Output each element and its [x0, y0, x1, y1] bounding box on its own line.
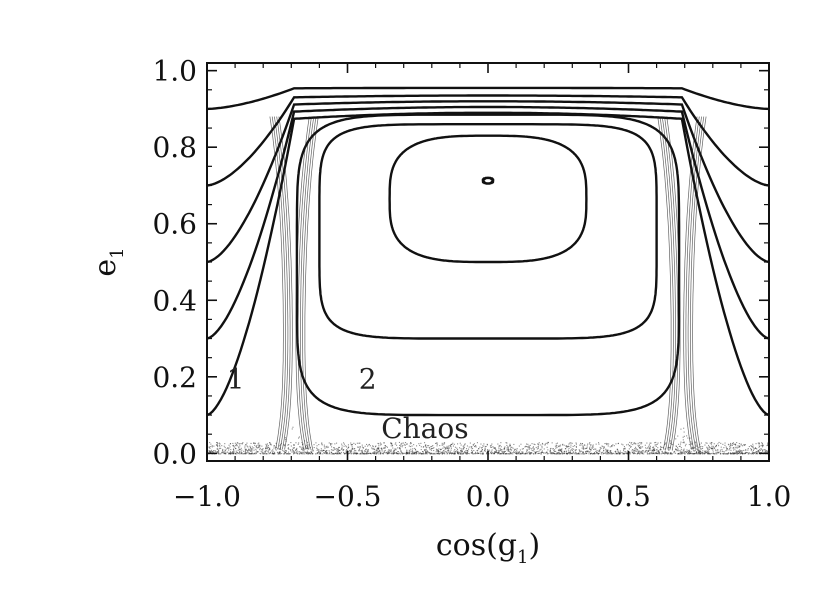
- outer-trajectory-2: [207, 94, 769, 187]
- y-tick-label: 0.6: [152, 208, 197, 241]
- plot-frame: [206, 62, 770, 462]
- x-tick-label: 0.5: [606, 480, 651, 513]
- tick-labels: −1.0 −0.5 0.0 0.5 1.0 0.0 0.2 0.4 0.6 0.8 1.0: [152, 55, 791, 513]
- y-tick-label: 1.0: [152, 55, 197, 88]
- x-axis-label: cos(g1): [436, 528, 540, 568]
- separatrix-spike-1: [269, 116, 319, 450]
- x-axis-label-main: cos(g: [436, 528, 517, 563]
- outer-trajectory-5: [207, 111, 769, 417]
- annotation-2: 2: [359, 362, 377, 395]
- x-tick-label: 0.0: [466, 480, 511, 513]
- y-axis-label-main: e: [88, 259, 123, 277]
- outer-trajectory-4: [207, 105, 769, 340]
- annotation-3: Chaos: [381, 412, 468, 445]
- x-axis-label-subscript: 1: [517, 547, 528, 568]
- x-axis-label-close: ): [528, 528, 540, 563]
- x-tick-label: −0.5: [314, 480, 382, 513]
- x-tick-label: −1.0: [173, 480, 241, 513]
- inner-trajectory-1: [295, 113, 681, 417]
- axis-ticks: [206, 63, 770, 461]
- y-axis-label: e1: [88, 247, 128, 276]
- y-tick-label: 0.0: [152, 437, 197, 470]
- inner-trajectory-4: [481, 176, 495, 185]
- plot-area: [207, 86, 769, 455]
- inner-trajectory-2: [318, 122, 658, 340]
- y-tick-label: 0.4: [152, 284, 197, 317]
- inner-trajectory-3: [388, 134, 588, 264]
- annotation-1: 1: [227, 362, 245, 395]
- x-tick-label: 1.0: [747, 480, 792, 513]
- separatrix-spike-2: [657, 116, 707, 450]
- outer-trajectory-1: [207, 86, 769, 111]
- chaos-region: [207, 426, 769, 455]
- outer-trajectory-3: [207, 100, 769, 264]
- y-tick-label: 0.8: [152, 131, 197, 164]
- y-axis-label-subscript: 1: [107, 247, 128, 258]
- y-tick-label: 0.2: [152, 361, 197, 394]
